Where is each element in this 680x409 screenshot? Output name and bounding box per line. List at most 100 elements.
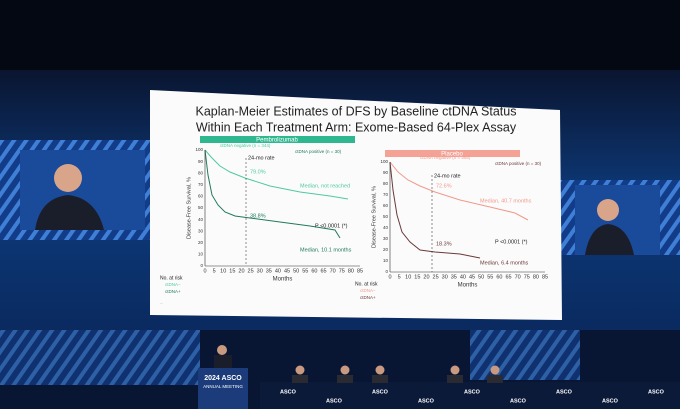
table-logo: ASCO [326, 398, 343, 404]
p-value: P <0.0001 (*) [495, 239, 528, 245]
arm-label: Pembrolizumab [256, 138, 298, 144]
table-logo: ASCO [418, 398, 435, 404]
panelist-body [447, 375, 463, 383]
y-tick-label: 50 [198, 205, 204, 210]
panelist-head [295, 365, 305, 375]
curve [204, 149, 341, 239]
km-panel: Pembrolizumab 0 10 20 30 40 50 60 70 80 90 100 0 5 10… [160, 136, 363, 294]
panelist-body [292, 375, 308, 383]
table-logo: ASCO [602, 398, 619, 404]
x-tick-label: 85 [542, 274, 548, 280]
y-tick-label: 60 [383, 203, 389, 208]
x-tick-label: 0 [388, 274, 391, 280]
x-tick-label: 50 [293, 268, 299, 274]
y-tick-label: 20 [383, 247, 389, 252]
x-tick-label: 75 [524, 274, 530, 280]
y-tick-label: 90 [198, 159, 204, 164]
y-tick-label: 40 [383, 225, 389, 230]
x-tick-label: 5 [213, 268, 216, 274]
y-tick-label: 60 [198, 194, 204, 199]
legend-entry: ctDNA positive (n = 30) [295, 149, 342, 154]
panelist-head [450, 365, 460, 375]
x-tick-label: 35 [266, 268, 272, 274]
y-tick-label: 100 [380, 159, 388, 164]
median-label: Median, 10.1 months [300, 247, 352, 253]
at-risk-label: No. at risk [160, 275, 183, 281]
x-tick-label: 80 [348, 268, 354, 274]
rate-value: 79.0% [250, 169, 266, 175]
y-tick-label: 80 [383, 181, 389, 186]
table-logo: ASCO [556, 389, 573, 395]
y-tick-label: 10 [383, 258, 389, 263]
x-tick-label: 0 [203, 268, 206, 274]
x-tick-label: 25 [433, 274, 439, 280]
y-tick-label: 0 [200, 263, 203, 268]
x-tick-label: 85 [357, 268, 363, 274]
presenter [217, 345, 227, 355]
y-tick-label: 30 [198, 228, 204, 233]
x-tick-label: 80 [533, 274, 539, 280]
median-label: Median, not reached [300, 183, 350, 189]
x-tick-label: 20 [423, 274, 429, 280]
x-tick-label: 55 [487, 274, 493, 280]
x-tick-label: 15 [229, 268, 235, 274]
slide [150, 90, 562, 320]
stage-stripes [470, 330, 580, 380]
rate-label: 24-mo rate [248, 155, 275, 161]
panelist-body [487, 375, 503, 383]
risk-row-label: ctDNA− [165, 282, 181, 287]
table-logo: ASCO [372, 389, 389, 395]
y-tick-label: 40 [198, 217, 204, 222]
median-label: Median, 6.4 months [480, 260, 529, 266]
slide-title: Within Each Treatment Arm: Exome-Based 6… [196, 120, 517, 134]
slide-title: Kaplan-Meier Estimates of DFS by Baselin… [196, 104, 517, 118]
speaker-body [35, 195, 104, 230]
table-logo: ASCO [280, 389, 297, 395]
speaker-body [585, 224, 634, 255]
risk-row-label: ctDNA+ [360, 295, 376, 300]
panelist-body [372, 375, 388, 383]
y-tick-label: 10 [198, 252, 204, 257]
footnote: … [160, 301, 164, 305]
panelist-body [337, 375, 353, 383]
x-tick-label: 65 [320, 268, 326, 274]
arm-bar [385, 150, 520, 157]
rate-label: 24-mo rate [434, 173, 461, 179]
x-tick-label: 55 [302, 268, 308, 274]
x-tick-label: 30 [257, 268, 263, 274]
x-tick-label: 70 [330, 268, 336, 274]
panel-table [260, 382, 680, 409]
panelist-head [490, 365, 500, 375]
x-axis-label: Months [273, 277, 293, 283]
x-tick-label: 35 [451, 274, 457, 280]
x-tick-label: 15 [414, 274, 420, 280]
x-tick-label: 40 [275, 268, 281, 274]
speaker-head [54, 164, 82, 192]
rate-value: 38.8% [250, 213, 266, 219]
at-risk-label: No. at risk [355, 281, 378, 287]
y-tick-label: 20 [198, 240, 204, 245]
y-tick-label: 80 [198, 170, 204, 175]
arm-label: Placebo [441, 152, 463, 158]
table-logo: ASCO [464, 389, 481, 395]
curve [389, 161, 481, 259]
x-tick-label: 20 [238, 268, 244, 274]
arm-bar [200, 136, 355, 143]
x-tick-label: 75 [339, 268, 345, 274]
y-tick-label: 90 [383, 170, 389, 175]
legend-entry: ctDNA positive (n = 30) [495, 161, 542, 166]
x-tick-label: 65 [505, 274, 511, 280]
table-logo: ASCO [510, 398, 527, 404]
median-label: Median, 40.7 months [480, 198, 532, 204]
table-logo: ASCO [648, 389, 665, 395]
x-tick-label: 45 [469, 274, 475, 280]
x-tick-label: 10 [405, 274, 411, 280]
presenter [214, 355, 232, 370]
podium-sub: ANNUAL MEETING [203, 384, 243, 389]
y-tick-label: 70 [383, 192, 389, 197]
panelist-head [340, 365, 350, 375]
panelist-head [375, 365, 385, 375]
podium-logo: 2024 ASCO [204, 375, 242, 382]
